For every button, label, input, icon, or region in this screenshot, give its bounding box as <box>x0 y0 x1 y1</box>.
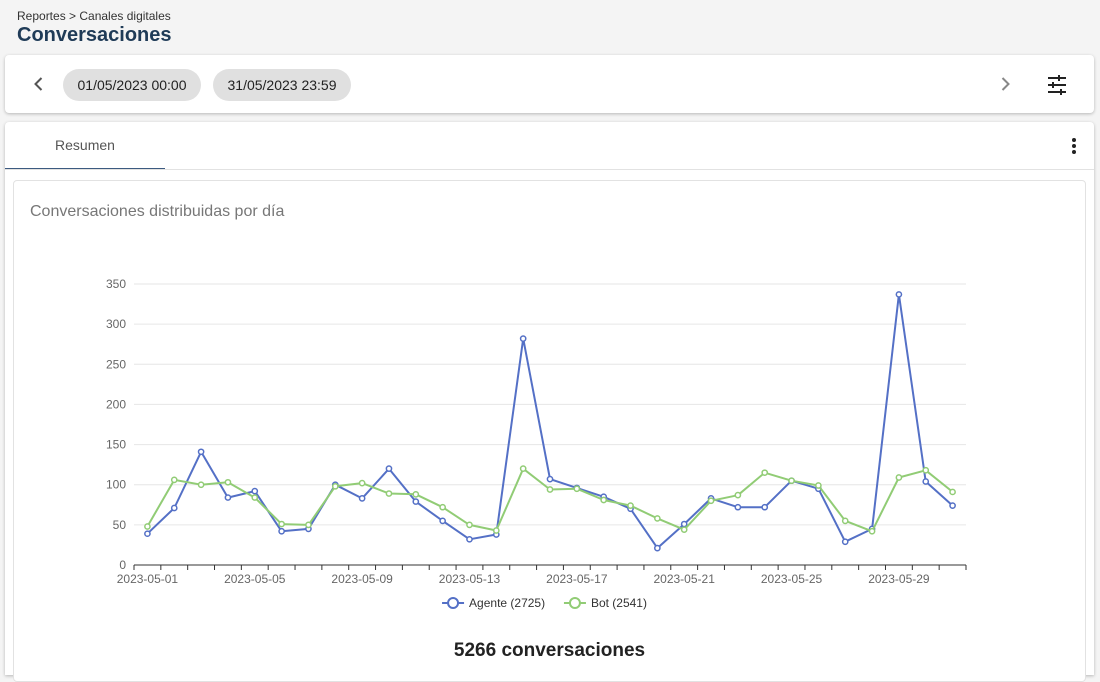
data-point <box>439 503 446 511</box>
tabs-divider <box>5 169 1094 170</box>
x-tick-label: 2023-05-21 <box>653 572 715 586</box>
tab-resumen[interactable]: Resumen <box>55 137 115 153</box>
data-point <box>197 481 205 489</box>
x-tick-label: 2023-05-09 <box>331 572 393 586</box>
data-point <box>654 544 661 552</box>
legend-label: Agente (2725) <box>469 596 545 610</box>
legend-swatch-marker <box>447 597 460 609</box>
more-vertical-icon[interactable] <box>1064 136 1084 156</box>
data-point <box>895 291 903 298</box>
y-tick-label: 250 <box>106 357 126 371</box>
data-point <box>170 476 178 484</box>
x-tick-label: 2023-05-29 <box>868 572 930 586</box>
date-range-toolbar: 01/05/2023 00:00 31/05/2023 23:59 <box>5 55 1094 113</box>
data-point <box>439 517 446 525</box>
legend-swatch-marker <box>568 597 581 609</box>
y-tick-label: 100 <box>106 478 126 492</box>
data-point <box>788 477 795 485</box>
data-point <box>466 521 473 529</box>
data-point <box>331 482 339 490</box>
data-point <box>841 517 849 525</box>
data-point <box>144 523 151 530</box>
chevron-right-icon[interactable] <box>995 74 1015 94</box>
y-tick-label: 150 <box>106 438 126 452</box>
data-point <box>949 502 956 509</box>
report-card: Resumen Conversaciones distribuidas por … <box>5 122 1094 682</box>
data-point <box>922 478 930 485</box>
data-point <box>519 335 527 342</box>
data-point <box>815 482 822 489</box>
page-title: Conversaciones <box>17 24 172 46</box>
data-point <box>761 503 769 511</box>
data-point <box>278 520 285 528</box>
data-point <box>895 474 903 481</box>
y-tick-label: 200 <box>106 397 126 411</box>
chart-panel: Conversaciones distribuidas por día 0 50 1… <box>13 180 1086 682</box>
data-point <box>278 527 285 535</box>
data-point <box>654 515 661 522</box>
data-point <box>251 494 259 501</box>
data-point <box>305 521 312 529</box>
x-tick-label: 2023-05-17 <box>546 572 608 586</box>
data-point <box>707 497 715 505</box>
data-point <box>224 478 232 486</box>
x-tick-label: 2023-05-13 <box>439 572 501 586</box>
data-point <box>841 538 849 546</box>
y-tick-label: 350 <box>106 277 126 291</box>
chevron-left-icon[interactable] <box>29 74 49 94</box>
data-point <box>385 465 393 473</box>
data-point <box>546 475 554 483</box>
data-point <box>385 490 393 497</box>
data-point <box>170 504 178 512</box>
data-point <box>761 469 769 477</box>
data-point <box>466 535 473 543</box>
legend-label: Bot (2541) <box>591 596 647 610</box>
data-point <box>680 520 688 528</box>
data-point <box>949 488 956 496</box>
data-point <box>680 526 688 534</box>
total-conversations: 5266 conversaciones <box>453 640 646 661</box>
data-point <box>412 490 420 498</box>
data-point <box>546 486 554 493</box>
data-point <box>358 495 366 502</box>
data-point <box>144 530 151 538</box>
x-tick-label: 2023-05-05 <box>224 572 286 586</box>
data-point <box>251 487 259 495</box>
x-tick-label: 2023-05-25 <box>761 572 823 586</box>
breadcrumb: Reportes > Canales digitales <box>17 9 171 23</box>
tune-icon[interactable] <box>1046 74 1068 96</box>
data-point <box>922 466 930 474</box>
data-point <box>627 502 634 509</box>
chart-title: Conversaciones distribuidas por día <box>30 203 285 220</box>
date-to-chip[interactable]: 31/05/2023 23:59 <box>213 69 351 101</box>
y-tick-label: 50 <box>113 518 127 532</box>
y-tick-label: 300 <box>106 317 126 331</box>
data-point <box>412 498 420 505</box>
data-point <box>734 503 742 511</box>
y-tick-label: 0 <box>119 558 126 572</box>
date-from-chip[interactable]: 01/05/2023 00:00 <box>63 69 201 101</box>
data-point <box>224 494 232 501</box>
data-point <box>734 491 742 499</box>
data-point <box>492 527 500 534</box>
data-point <box>868 527 876 535</box>
x-tick-label: 2023-05-01 <box>117 572 179 586</box>
data-point <box>358 479 366 487</box>
line-chart: 0 50 100 150 200 250 300 350 2023-05-01 2023-05-0… <box>106 277 967 610</box>
data-point <box>573 485 581 493</box>
data-point <box>519 465 527 473</box>
data-point <box>600 496 608 504</box>
data-point <box>197 448 205 456</box>
